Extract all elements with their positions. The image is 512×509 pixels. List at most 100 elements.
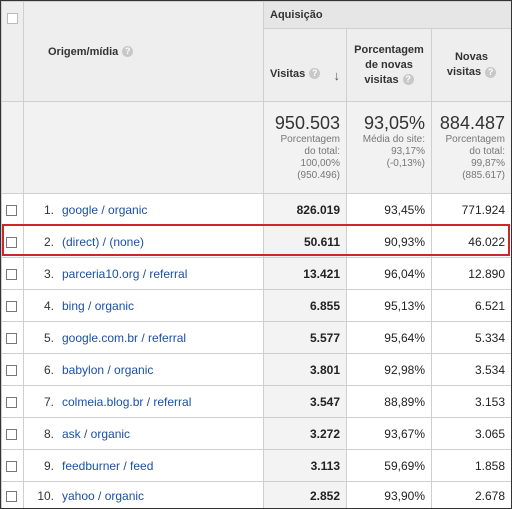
row-checkbox[interactable] — [6, 236, 17, 248]
new-visits-cell: 1.858 — [431, 449, 511, 482]
source-link[interactable]: yahoo / organic — [62, 489, 145, 503]
checkbox-cell — [1, 449, 24, 482]
new-visits-cell: 5.334 — [431, 321, 511, 354]
total-percent: 100,00% — [300, 158, 340, 169]
column-header-text: Novas visitas — [446, 51, 489, 78]
new-visits-cell: 46.022 — [431, 225, 511, 258]
checkbox-cell — [1, 481, 24, 508]
help-icon[interactable]: ? — [402, 74, 414, 86]
checkbox-cell — [1, 353, 24, 386]
row-index: 9. — [43, 458, 54, 473]
source-cell: 6. babylon / organic — [23, 353, 264, 386]
source-cell: 8. ask / organic — [23, 417, 264, 450]
new-visits-cell: 3.534 — [431, 353, 511, 386]
data-row: 5. google.com.br / referral 5.577 95,64% 5.3… — [1, 321, 511, 354]
row-checkbox[interactable] — [6, 332, 17, 344]
total-percent: 99,87% — [471, 158, 505, 169]
data-row: 4. bing / organic 6.855 95,13% 6.521 — [1, 289, 511, 322]
row-checkbox[interactable] — [6, 204, 17, 216]
row-checkbox[interactable] — [6, 491, 17, 503]
row-checkbox[interactable] — [6, 268, 17, 280]
source-header-text: Origem/mídia — [48, 45, 119, 58]
total-note: Média do site: — [362, 134, 425, 145]
total-percent: 93,17% — [391, 146, 425, 157]
help-icon[interactable]: ? — [309, 68, 321, 80]
source-link[interactable]: colmeia.blog.br / referral — [62, 394, 192, 409]
row-checkbox[interactable] — [6, 460, 17, 472]
data-row: 8. ask / organic 3.272 93,67% 3.065 — [1, 417, 511, 450]
source-cell: 7. colmeia.blog.br / referral — [23, 385, 264, 418]
column-header[interactable]: Visitas? ↓ — [263, 28, 347, 102]
data-row: 2. (direct) / (none) 50.611 90,93% 46.022 — [1, 225, 511, 258]
sort-arrow: ↓ — [333, 67, 341, 83]
row-index: 5. — [43, 330, 54, 345]
visits-cell: 5.577 — [263, 321, 347, 354]
row-checkbox[interactable] — [6, 396, 17, 408]
row-index: 8. — [43, 426, 54, 441]
source-link[interactable]: google.com.br / referral — [62, 330, 187, 345]
total-value: 950.503 — [274, 113, 340, 133]
source-link[interactable]: bing / organic — [62, 298, 135, 313]
total-value: 884.487 — [439, 113, 505, 133]
pct-new-cell: 95,13% — [346, 289, 432, 322]
pct-new-cell: 95,64% — [346, 321, 432, 354]
select-all-cell — [1, 1, 24, 102]
source-cell: 9. feedburner / feed — [23, 449, 264, 482]
data-row: 7. colmeia.blog.br / referral 3.547 88,89% 3… — [1, 385, 511, 418]
help-icon[interactable]: ? — [485, 66, 497, 78]
column-header[interactable]: Porcentagem de novas visitas? — [346, 28, 432, 102]
total-note: Porcentagem do total: — [445, 134, 505, 157]
source-link[interactable]: google / organic — [62, 202, 148, 217]
visits-cell: 3.272 — [263, 417, 347, 450]
total-value: 93,05% — [363, 113, 425, 133]
source-cell: 5. google.com.br / referral — [23, 321, 264, 354]
total-reference: (885.617) — [462, 170, 505, 181]
pct-new-cell: 93,90% — [346, 481, 432, 508]
select-all-checkbox[interactable] — [7, 12, 18, 24]
total-reference: (950.496) — [297, 170, 340, 181]
source-link[interactable]: parceria10.org / referral — [62, 266, 188, 281]
visits-cell: 13.421 — [263, 257, 347, 290]
empty-cell — [1, 101, 24, 194]
row-checkbox[interactable] — [6, 364, 17, 376]
pct-new-cell: 92,98% — [346, 353, 432, 386]
row-index: 1. — [43, 202, 54, 217]
pct-new-cell: 59,69% — [346, 449, 432, 482]
source-cell: 10. yahoo / organic — [23, 481, 264, 508]
source-link[interactable]: ask / organic — [62, 426, 131, 441]
visits-cell: 50.611 — [263, 225, 347, 258]
new-visits-cell: 12.890 — [431, 257, 511, 290]
source-cell: 2. (direct) / (none) — [23, 225, 264, 258]
new-visits-cell: 3.065 — [431, 417, 511, 450]
help-icon[interactable]: ? — [122, 46, 134, 58]
source-cell: 1. google / organic — [23, 193, 264, 226]
new-visits-cell: 2.678 — [431, 481, 511, 508]
checkbox-cell — [1, 225, 24, 258]
source-link[interactable]: babylon / organic — [62, 362, 154, 377]
visits-cell: 826.019 — [263, 193, 347, 226]
pct-new-cell: 93,67% — [346, 417, 432, 450]
column-header-text: Visitas — [270, 67, 306, 80]
data-row: 3. parceria10.org / referral 13.421 96,04% 1… — [1, 257, 511, 290]
visits-cell: 2.852 — [263, 481, 347, 508]
data-row: 10. yahoo / organic 2.852 93,90% 2.678 — [1, 481, 511, 508]
source-link[interactable]: feedburner / feed — [62, 458, 154, 473]
column-header[interactable]: Novas visitas? — [431, 28, 511, 102]
row-checkbox[interactable] — [6, 300, 17, 312]
row-checkbox[interactable] — [6, 428, 17, 440]
data-row: 6. babylon / organic 3.801 92,98% 3.534 — [1, 353, 511, 386]
source-cell: 4. bing / organic — [23, 289, 264, 322]
checkbox-cell — [1, 257, 24, 290]
new-visits-cell: 3.153 — [431, 385, 511, 418]
new-visits-cell: 6.521 — [431, 289, 511, 322]
source-cell: 3. parceria10.org / referral — [23, 257, 264, 290]
source-link[interactable]: (direct) / (none) — [62, 234, 145, 249]
checkbox-cell — [1, 417, 24, 450]
pct-new-cell: 90,93% — [346, 225, 432, 258]
checkbox-cell — [1, 321, 24, 354]
row-index: 10. — [37, 489, 54, 503]
total-cell: 950.503 Porcentagem do total: 100,00% (950.… — [263, 101, 347, 194]
checkbox-cell — [1, 193, 24, 226]
